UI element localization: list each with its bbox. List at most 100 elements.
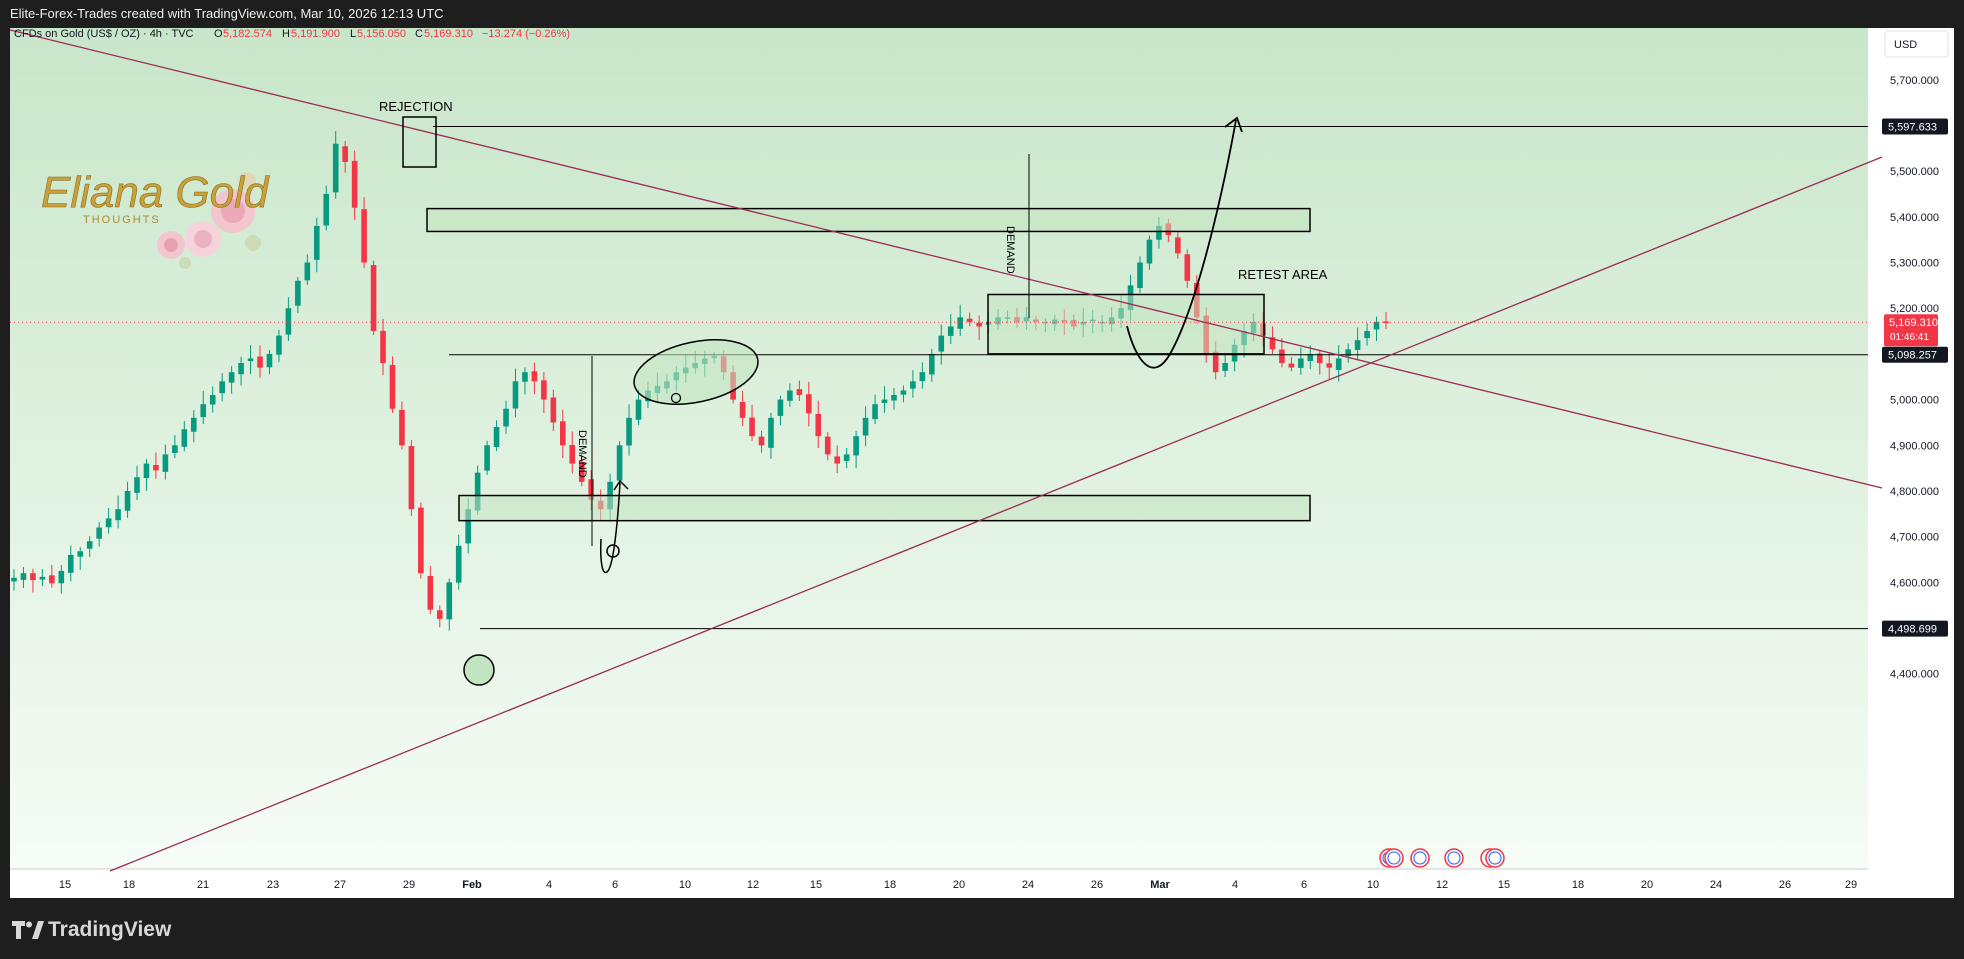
candle-body bbox=[503, 408, 509, 427]
candle-body bbox=[815, 413, 822, 437]
candle-body bbox=[910, 381, 916, 389]
price-tick-label: 5,400.000 bbox=[1890, 212, 1939, 224]
price-tick-label: 4,900.000 bbox=[1890, 440, 1939, 452]
candle-body bbox=[853, 436, 859, 456]
candle-body bbox=[1156, 225, 1162, 240]
low-circle bbox=[463, 654, 495, 686]
price-tick-label: 5,300.000 bbox=[1890, 258, 1939, 270]
candle-body bbox=[418, 507, 424, 574]
candle-body bbox=[550, 397, 557, 423]
candle-body bbox=[436, 610, 443, 619]
event-flag-inner-icon bbox=[1387, 851, 1401, 865]
candle-body bbox=[200, 404, 207, 418]
candle-body bbox=[351, 160, 358, 208]
candle-body bbox=[162, 454, 169, 472]
logo-wordmark: Eliana Gold bbox=[41, 168, 270, 217]
candle-body bbox=[370, 265, 377, 332]
time-tick-label: 10 bbox=[679, 879, 691, 891]
candle-body bbox=[124, 490, 131, 511]
candle-body bbox=[749, 417, 755, 437]
tradingview-brand[interactable]: TradingView bbox=[12, 918, 171, 942]
time-tick-label: 12 bbox=[1436, 879, 1448, 891]
time-tick-label: 20 bbox=[953, 879, 965, 891]
candle-body bbox=[446, 582, 453, 620]
ascending-trendline bbox=[109, 156, 1883, 872]
candle-body bbox=[11, 577, 17, 582]
price-tick-label: 4,700.000 bbox=[1890, 532, 1939, 544]
candle-body bbox=[96, 527, 102, 539]
price-level-label: 5,098.257 bbox=[1888, 350, 1937, 362]
candle-body bbox=[834, 456, 840, 464]
bounce-arrow-path bbox=[600, 482, 621, 574]
candle-body bbox=[1146, 239, 1153, 264]
last-price-badge: 5,169.310 01:46:41 bbox=[1884, 314, 1938, 347]
legend-low: 5,156.050 bbox=[357, 28, 406, 40]
time-tick-label: 26 bbox=[1779, 879, 1791, 891]
candle-body bbox=[891, 395, 897, 401]
candle-body bbox=[313, 225, 320, 260]
time-tick-label: 26 bbox=[1091, 879, 1103, 891]
candle-body bbox=[1288, 363, 1295, 368]
time-axis[interactable]: 15 18 21 23 27 29 Feb 4 6 10 12 15 18 20 24 26 Mar 4 6 10 12… bbox=[59, 879, 1857, 891]
time-tick-label: 29 bbox=[1845, 879, 1857, 891]
legend-open-label: O bbox=[214, 28, 223, 40]
projection-arrow-head bbox=[1224, 116, 1243, 133]
candle-body bbox=[143, 463, 150, 479]
event-flag-inner-icon bbox=[1413, 851, 1427, 865]
candle-body bbox=[1184, 254, 1191, 281]
annotation-rejection: REJECTION bbox=[379, 99, 453, 114]
candle-body bbox=[408, 446, 415, 510]
supply-demand-zone bbox=[458, 494, 1311, 522]
candle-body bbox=[1137, 262, 1143, 289]
candle-body bbox=[86, 541, 93, 549]
candle-body bbox=[172, 445, 178, 453]
price-level-label: 4,498.699 bbox=[1888, 624, 1937, 636]
candle-body bbox=[541, 380, 547, 400]
time-tick-label: Mar bbox=[1150, 879, 1170, 891]
candle-body bbox=[531, 371, 538, 382]
legend-open: 5,182.574 bbox=[223, 28, 272, 40]
candle-body bbox=[1307, 353, 1314, 362]
price-level-badge bbox=[1882, 620, 1948, 637]
candle-body bbox=[976, 322, 982, 327]
candle-body bbox=[332, 143, 339, 193]
last-price-label: 5,169.310 bbox=[1889, 317, 1938, 329]
annotation-demand-1: DEMAND bbox=[1004, 226, 1016, 274]
footer-bar bbox=[0, 898, 1964, 959]
candle-body bbox=[1316, 353, 1323, 364]
legend-change: −13.274 (−0.26%) bbox=[482, 28, 570, 40]
price-chart[interactable]: REJECTION RETEST AREA DEMAND DEMAND bbox=[10, 28, 1954, 898]
candle-body bbox=[843, 454, 850, 461]
economic-events[interactable] bbox=[1379, 848, 1505, 868]
candle-body bbox=[947, 326, 954, 336]
candle-body bbox=[493, 426, 500, 447]
candle-body bbox=[190, 417, 197, 432]
candle-body bbox=[1326, 363, 1333, 368]
candle-body bbox=[938, 335, 945, 352]
legend-high: 5,191.900 bbox=[291, 28, 340, 40]
candle-body bbox=[512, 381, 519, 409]
time-tick-label: 6 bbox=[612, 879, 618, 891]
tradingview-logo-icon bbox=[12, 921, 44, 939]
supply-demand-zone bbox=[426, 207, 1311, 233]
legend-low-label: L bbox=[350, 28, 356, 40]
candle-body bbox=[1345, 349, 1351, 357]
zones-layer bbox=[426, 207, 1311, 522]
candle-body bbox=[134, 477, 140, 493]
currency-button[interactable]: USD bbox=[1884, 30, 1949, 58]
candle-body bbox=[1175, 237, 1181, 254]
symbol-legend: CFDs on Gold (US$ / OZ) · 4h · TVC O 5,1… bbox=[14, 28, 570, 40]
event-flag-inner-icon bbox=[1488, 851, 1502, 865]
candle-body bbox=[796, 389, 803, 396]
candle-body bbox=[389, 364, 396, 409]
candle-body bbox=[626, 417, 632, 446]
time-tick-label: 29 bbox=[403, 879, 415, 891]
time-tick-label: 6 bbox=[1301, 879, 1307, 891]
candle-body bbox=[768, 417, 774, 448]
candle-body bbox=[560, 421, 566, 446]
chart-frame[interactable]: REJECTION RETEST AREA DEMAND DEMAND bbox=[10, 28, 1954, 898]
time-tick-label: 18 bbox=[884, 879, 896, 891]
candle-body bbox=[181, 429, 188, 447]
candle-body bbox=[919, 372, 926, 382]
time-tick-label: 24 bbox=[1022, 879, 1034, 891]
